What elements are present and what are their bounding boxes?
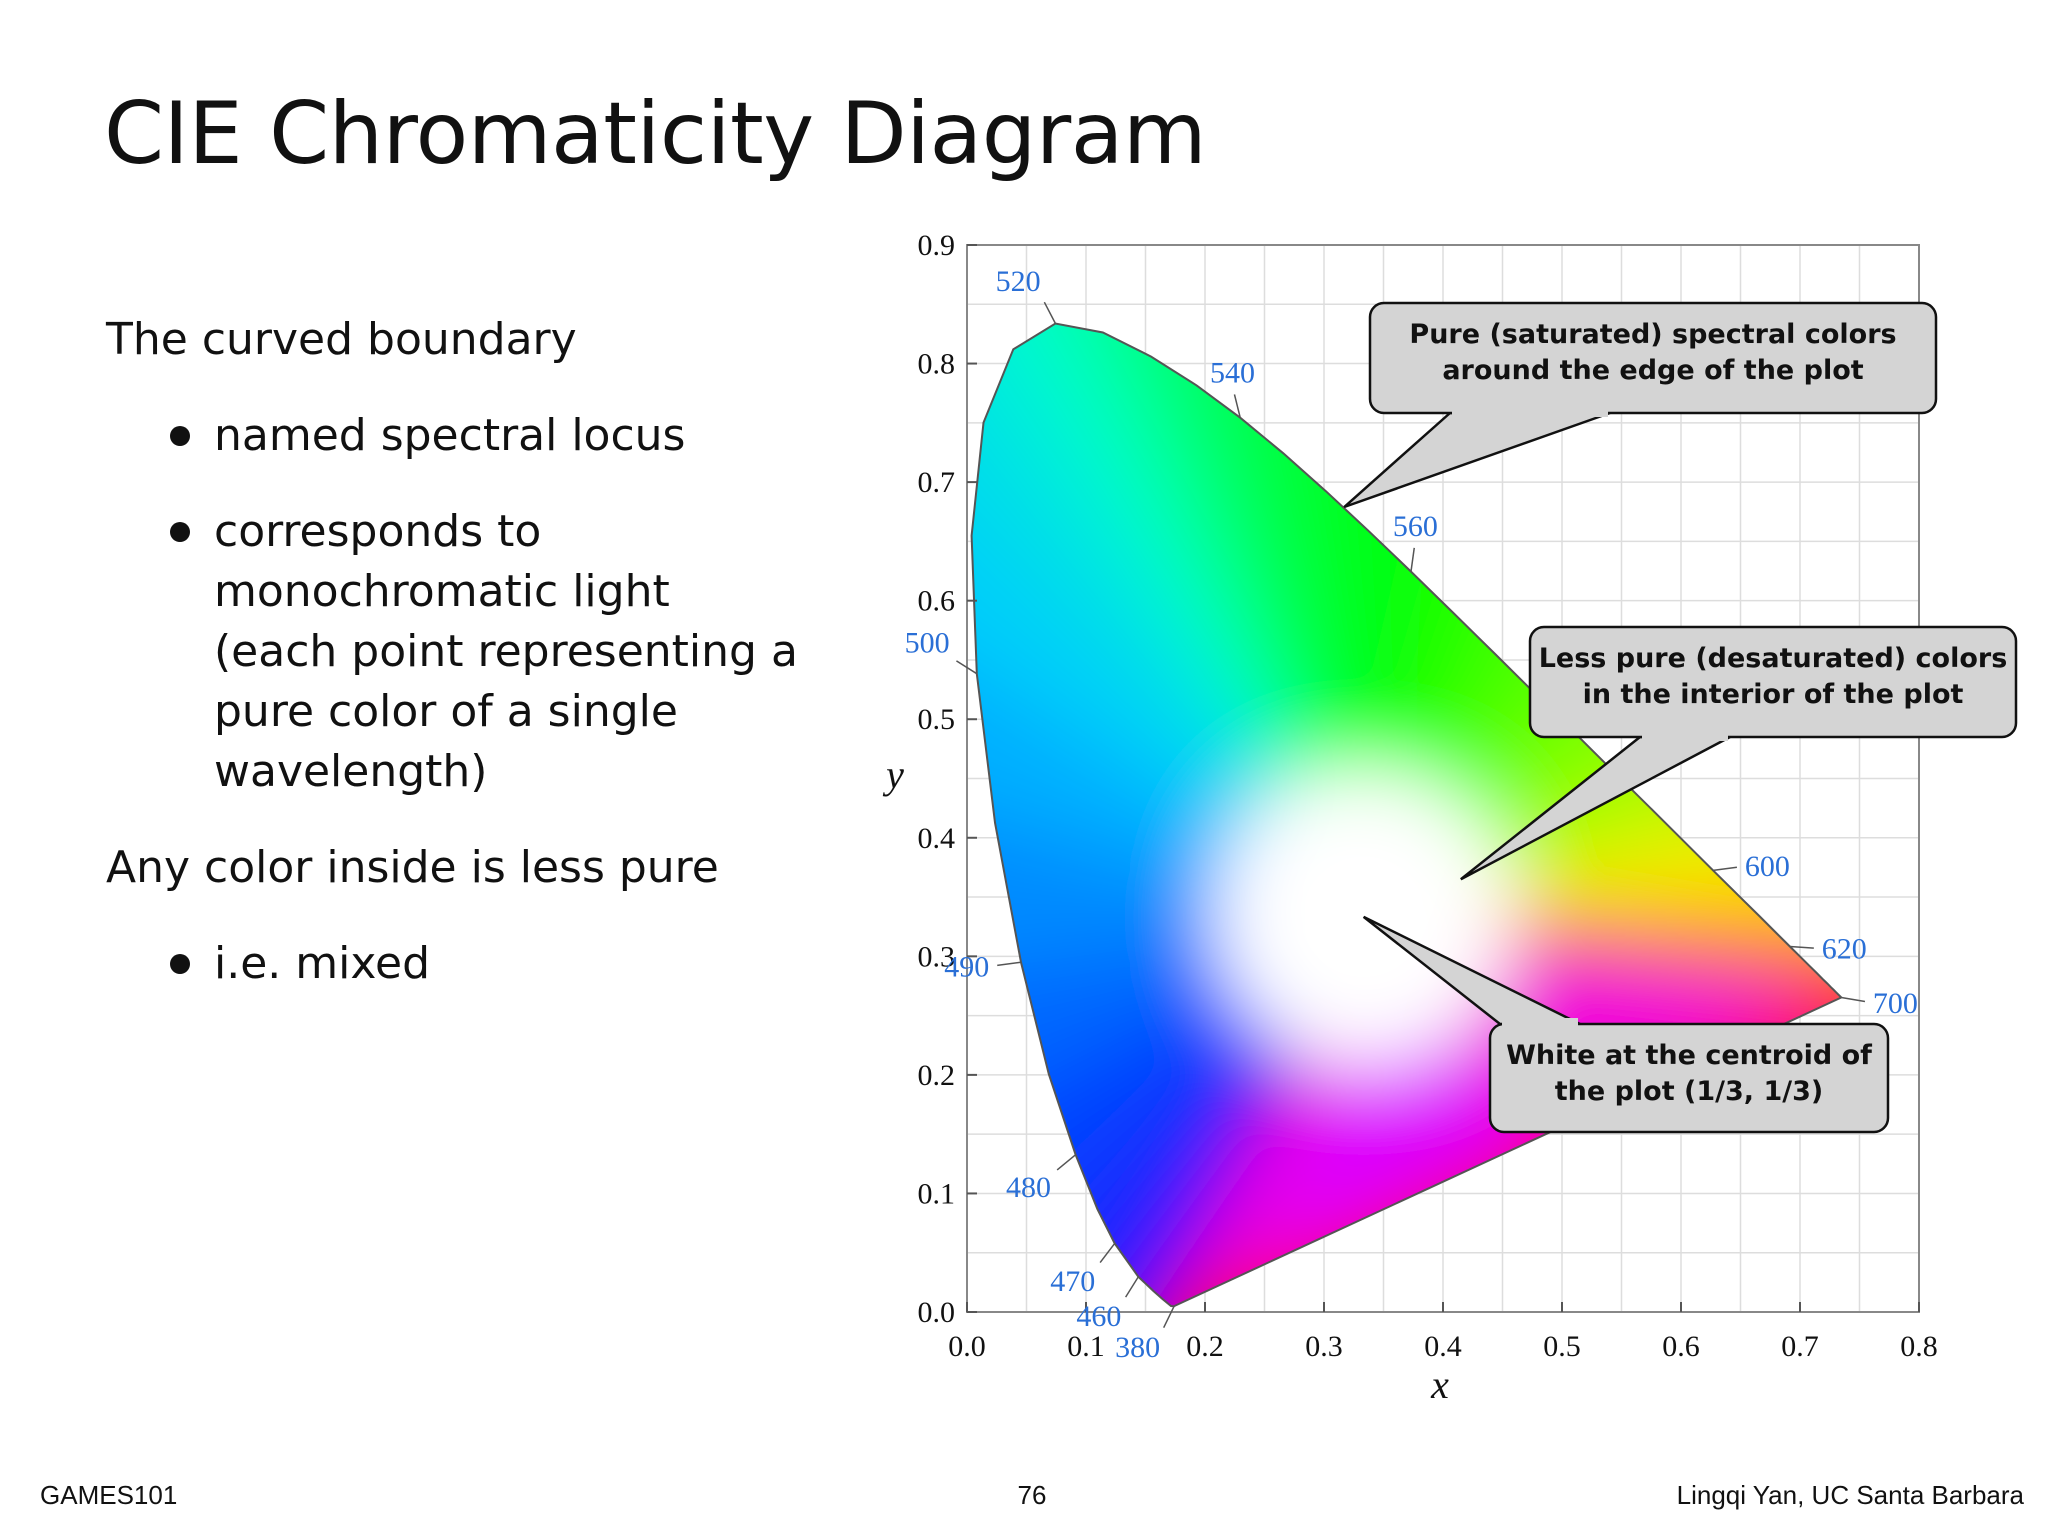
x-axis-label: x bbox=[1430, 1362, 1449, 1407]
wavelength-tick bbox=[1043, 301, 1057, 324]
axis-ticks: 0.0 0.1 0.2 0.3 0.4 0.5 0.6 0.7 0.8 0.0 0.1 0.2 0.3 0… bbox=[918, 229, 1938, 1363]
y-axis-label: y bbox=[882, 752, 904, 797]
gamut-wedge-magenta bbox=[1264, 916, 1539, 1277]
wavelength-label: 560 bbox=[1393, 510, 1438, 543]
callout-text: in the interior of the plot bbox=[1583, 679, 1964, 710]
wavelength-tick bbox=[1163, 1305, 1175, 1328]
y-tick-label: 0.1 bbox=[918, 1177, 956, 1210]
bullet-list: The curved boundary named spectral locus… bbox=[106, 310, 826, 1030]
callout-joint bbox=[1642, 731, 1728, 741]
callout-text: around the edge of the plot bbox=[1442, 355, 1863, 386]
wavelength-tick bbox=[1056, 1154, 1077, 1171]
bullet-mixed: i.e. mixed bbox=[106, 934, 826, 994]
y-tick-label: 0.4 bbox=[918, 822, 956, 855]
bullet-text: named spectral locus bbox=[214, 410, 686, 461]
bullet-curved-boundary: The curved boundary bbox=[106, 314, 577, 365]
bullet-spectral-locus: named spectral locus bbox=[106, 406, 826, 466]
wavelength-tick bbox=[1713, 866, 1738, 872]
y-tick-label: 0.7 bbox=[918, 466, 956, 499]
x-tick-label: 0.7 bbox=[1781, 1330, 1819, 1363]
callout-joint bbox=[1502, 1018, 1578, 1028]
callout-text: the plot (1/3, 1/3) bbox=[1555, 1076, 1823, 1107]
wavelength-tick bbox=[997, 961, 1022, 967]
callout-text: Less pure (desaturated) colors bbox=[1539, 643, 2008, 674]
wavelength-label: 490 bbox=[944, 950, 989, 983]
callout-1: Pure (saturated) spectral colors around t… bbox=[1343, 301, 1938, 509]
y-tick-label: 0.8 bbox=[918, 348, 956, 381]
wavelength-label: 620 bbox=[1822, 933, 1867, 966]
bullet-dot-icon bbox=[170, 426, 190, 446]
wavelength-label: 480 bbox=[1006, 1171, 1051, 1204]
wavelength-tick bbox=[1410, 547, 1415, 572]
bullet-dot-icon bbox=[170, 954, 190, 974]
wavelength-label: 500 bbox=[905, 627, 950, 660]
callout-box bbox=[1488, 1022, 1890, 1134]
bullet-text-line: pure color of a single bbox=[214, 686, 678, 737]
x-tick-label: 0.1 bbox=[1067, 1330, 1105, 1363]
wavelength-tick bbox=[1789, 945, 1814, 949]
x-tick-label: 0.6 bbox=[1662, 1330, 1700, 1363]
footer-course: GAMES101 bbox=[40, 1480, 178, 1510]
bullet-dot-icon bbox=[170, 522, 190, 542]
bullet-monochromatic: corresponds to monochromatic light (each… bbox=[106, 502, 826, 802]
y-tick-label: 0.5 bbox=[918, 703, 956, 736]
callout-joint bbox=[1452, 407, 1608, 417]
y-tick-label: 0.6 bbox=[918, 585, 956, 618]
wavelength-tick bbox=[1233, 394, 1241, 418]
callout-box bbox=[1368, 301, 1938, 415]
x-tick-label: 0.3 bbox=[1305, 1330, 1343, 1363]
callout-text: White at the centroid of bbox=[1506, 1040, 1872, 1071]
wavelength-tick bbox=[1099, 1243, 1116, 1264]
bullet-text: i.e. mixed bbox=[214, 938, 431, 989]
y-tick-label: 0.9 bbox=[918, 229, 956, 262]
y-tick-label: 0.3 bbox=[918, 940, 956, 973]
bullet-less-pure: Any color inside is less pure bbox=[106, 842, 719, 893]
callout-box bbox=[1528, 625, 2018, 739]
y-tick-label: 0.0 bbox=[918, 1296, 956, 1329]
footer-page-number: 76 bbox=[1017, 1480, 1047, 1510]
bullet-text-line: wavelength) bbox=[214, 746, 488, 797]
wavelength-label: 460 bbox=[1076, 1300, 1121, 1333]
callouts: Pure (saturated) spectral colors around t… bbox=[1343, 301, 2018, 1134]
callout-text: Pure (saturated) spectral colors bbox=[1409, 319, 1896, 350]
wavelength-label: 380 bbox=[1115, 1331, 1160, 1364]
wavelength-label: 700 bbox=[1873, 987, 1918, 1020]
slide-title: CIE Chromaticity Diagram bbox=[104, 84, 1207, 184]
spectral-locus-outline bbox=[970, 322, 1844, 1308]
bullet-text-line: (each point representing a bbox=[214, 626, 798, 677]
bullet-text-line: monochromatic light bbox=[214, 566, 670, 617]
x-tick-label: 0.2 bbox=[1186, 1330, 1224, 1363]
wavelength-tick bbox=[1841, 996, 1866, 1003]
wavelength-label: 540 bbox=[1210, 357, 1255, 390]
callout-2: Less pure (desaturated) colors in the int… bbox=[1460, 625, 2018, 881]
wavelength-tick bbox=[956, 660, 978, 675]
x-tick-label: 0.0 bbox=[948, 1330, 986, 1363]
wavelength-label: 470 bbox=[1050, 1265, 1095, 1298]
wavelength-label: 600 bbox=[1745, 850, 1790, 883]
x-tick-label: 0.8 bbox=[1900, 1330, 1938, 1363]
footer-author: Lingqi Yan, UC Santa Barbara bbox=[1676, 1480, 2024, 1510]
callout-3: White at the centroid of the plot (1/3, 1… bbox=[1362, 915, 1890, 1134]
bullet-text-line: corresponds to bbox=[214, 506, 542, 557]
x-tick-label: 0.4 bbox=[1424, 1330, 1462, 1363]
x-tick-label: 0.5 bbox=[1543, 1330, 1581, 1363]
y-tick-label: 0.2 bbox=[918, 1059, 956, 1092]
wavelength-label: 520 bbox=[996, 265, 1041, 298]
wavelength-tick bbox=[1124, 1276, 1139, 1298]
